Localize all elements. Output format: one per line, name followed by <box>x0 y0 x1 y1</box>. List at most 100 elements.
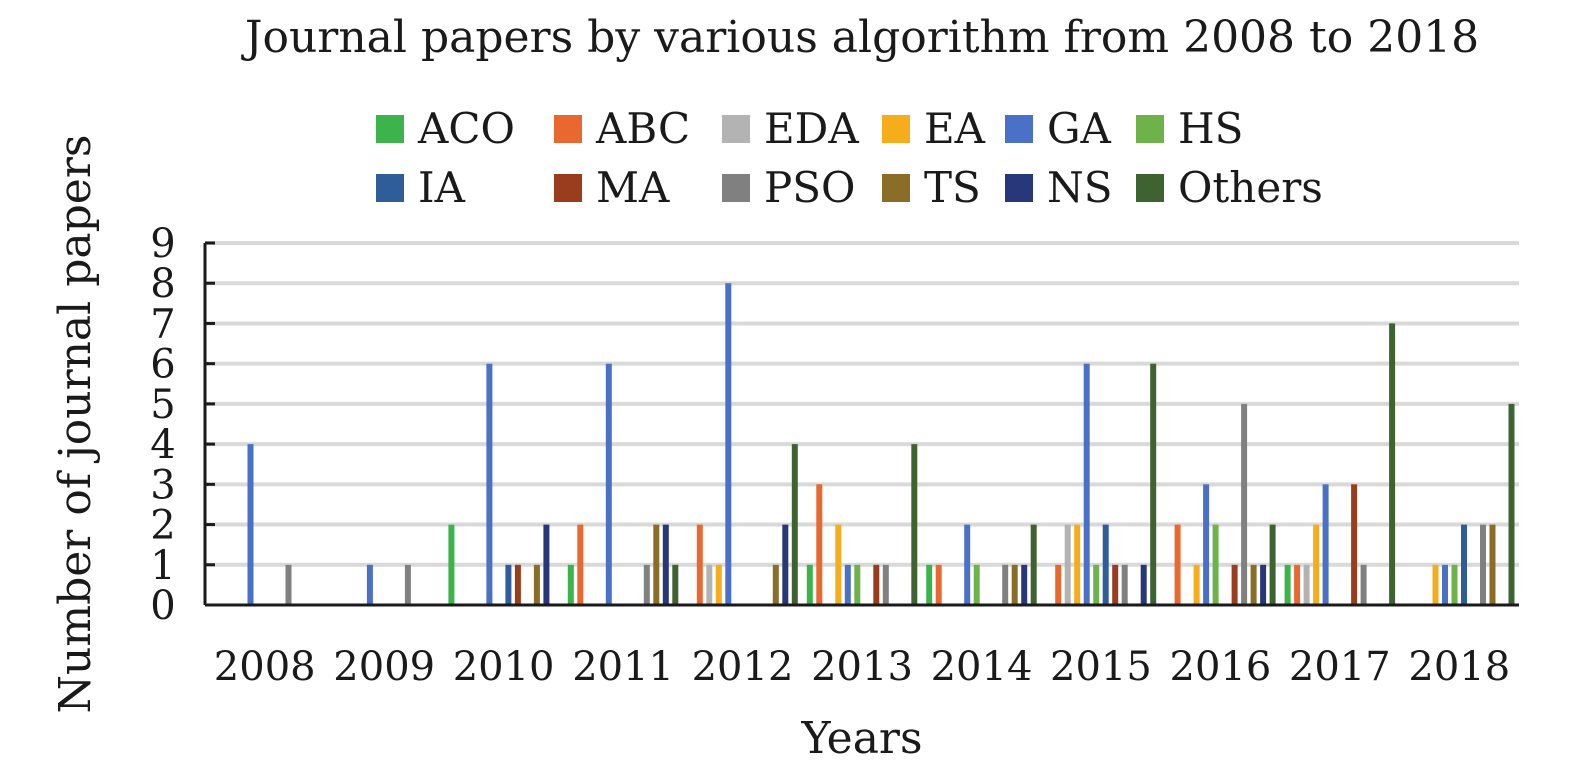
legend-item-hs: HS <box>1136 104 1243 153</box>
bar-pso-2009 <box>404 564 411 605</box>
bar-ns-2010 <box>543 524 550 605</box>
legend-item-pso: PSO <box>722 163 855 212</box>
y-tick-label-8: 8 <box>150 261 175 307</box>
legend-label-hs: HS <box>1178 104 1243 153</box>
bar-ia-2018 <box>1461 524 1467 605</box>
bar-ts-2012 <box>772 564 779 605</box>
bar-ma-2017 <box>1351 484 1358 605</box>
bar-ma-2013 <box>873 564 880 605</box>
bar-others-2013 <box>911 444 918 605</box>
axes <box>203 243 1519 607</box>
x-tick-label-2008: 2008 <box>214 644 316 690</box>
y-axis-label: Number of journal papers <box>50 135 101 714</box>
x-tick-label-2010: 2010 <box>453 644 555 690</box>
bar-ns-2016 <box>1260 564 1267 605</box>
bar-pso-2013 <box>882 564 889 605</box>
bar-others-2011 <box>672 564 679 605</box>
bar-hs-2015 <box>1093 564 1100 605</box>
legend-label-ia: IA <box>418 163 466 212</box>
x-tick-label-2011: 2011 <box>572 644 674 690</box>
legend-label-ga: GA <box>1047 104 1112 153</box>
bar-pso-2008 <box>285 564 292 605</box>
legend: ACO ABC EDA EA GA HS IA MA PSO TS NS Others <box>376 104 1323 212</box>
bar-ns-2012 <box>782 524 789 605</box>
bar-pso-2016 <box>1241 403 1248 605</box>
bar-pso-2017 <box>1360 564 1367 605</box>
bar-ea-2015 <box>1074 524 1081 605</box>
chart-title: Journal papers by various algorithm from… <box>241 12 1479 63</box>
bar-abc-2015 <box>1055 564 1062 605</box>
bar-ts-2010 <box>533 564 540 605</box>
bar-ts-2016 <box>1250 564 1257 605</box>
bars <box>247 283 1515 605</box>
bar-pso-2018 <box>1480 524 1486 605</box>
bar-aco-2010 <box>448 524 455 605</box>
bar-ma-2015 <box>1112 564 1119 605</box>
legend-item-ts: TS <box>882 163 981 212</box>
bar-hs-2013 <box>854 564 861 605</box>
bar-aco-2014 <box>926 564 933 605</box>
legend-swatch-ea <box>882 115 910 143</box>
bar-ga-2015 <box>1083 363 1090 605</box>
x-axis-ticks: 2008 2009 2010 2011 2012 2013 2014 2015 2016 2017… <box>214 644 1510 690</box>
bar-abc-2014 <box>935 564 942 605</box>
legend-item-ga: GA <box>1005 104 1112 153</box>
bar-hs-2018 <box>1451 564 1458 605</box>
bar-abc-2012 <box>696 524 703 605</box>
y-tick-label-9: 9 <box>150 221 175 267</box>
bar-ns-2011 <box>662 524 669 605</box>
bar-eda-2015 <box>1064 524 1071 605</box>
bar-abc-2017 <box>1294 564 1301 605</box>
bar-ga-2010 <box>486 363 493 605</box>
legend-label-pso: PSO <box>764 163 855 212</box>
legend-swatch-ts <box>882 174 910 202</box>
legend-item-ia: IA <box>376 163 466 212</box>
x-tick-label-2018: 2018 <box>1408 644 1510 690</box>
x-tick-label-2009: 2009 <box>333 644 435 690</box>
bar-abc-2011 <box>577 524 584 605</box>
legend-swatch-eda <box>722 115 750 143</box>
y-tick-label-4: 4 <box>150 422 175 468</box>
bar-eda-2012 <box>706 564 713 605</box>
legend-item-ns: NS <box>1005 163 1113 212</box>
y-tick-label-6: 6 <box>150 342 175 388</box>
bar-ea-2013 <box>835 524 842 605</box>
y-tick-label-2: 2 <box>150 503 175 549</box>
x-tick-label-2016: 2016 <box>1170 644 1272 690</box>
bar-ga-2014 <box>964 524 971 605</box>
legend-swatch-others <box>1136 174 1164 202</box>
legend-item-eda: EDA <box>722 104 859 153</box>
legend-label-ns: NS <box>1047 163 1113 212</box>
bar-aco-2013 <box>806 564 813 605</box>
bar-ga-2013 <box>844 564 851 605</box>
bar-hs-2016 <box>1212 524 1219 605</box>
bar-ga-2011 <box>605 363 612 605</box>
bar-ea-2018 <box>1432 564 1439 605</box>
bar-hs-2014 <box>973 564 980 605</box>
y-tick-label-0: 0 <box>150 583 175 629</box>
bar-pso-2015 <box>1121 564 1128 605</box>
bar-ga-2017 <box>1322 484 1329 605</box>
bar-eda-2017 <box>1303 564 1310 605</box>
y-tick-label-5: 5 <box>150 382 175 428</box>
y-tick-label-7: 7 <box>150 301 175 347</box>
legend-label-eda: EDA <box>764 104 859 153</box>
bar-others-2016 <box>1269 524 1276 605</box>
bar-ea-2012 <box>715 564 722 605</box>
bar-ia-2010 <box>505 564 512 605</box>
bar-abc-2013 <box>816 484 823 605</box>
legend-label-ma: MA <box>596 163 670 212</box>
bar-aco-2017 <box>1284 564 1291 605</box>
gridlines <box>205 241 1519 567</box>
bar-ga-2018 <box>1442 564 1448 605</box>
bar-ea-2016 <box>1193 564 1200 605</box>
bar-abc-2016 <box>1174 524 1181 605</box>
x-tick-label-2015: 2015 <box>1050 644 1152 690</box>
x-axis-label: Years <box>800 713 922 764</box>
bar-ns-2015 <box>1140 564 1147 605</box>
legend-item-ea: EA <box>882 104 986 153</box>
bar-pso-2011 <box>643 564 650 605</box>
legend-swatch-aco <box>376 115 404 143</box>
